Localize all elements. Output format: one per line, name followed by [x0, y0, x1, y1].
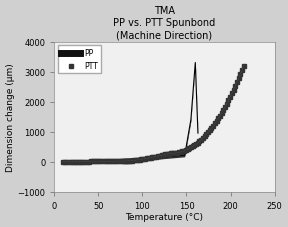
Title: TMA
PP vs. PTT Spunbond
(Machine Direction): TMA PP vs. PTT Spunbond (Machine Directi… [113, 5, 216, 40]
Y-axis label: Dimension change (μm): Dimension change (μm) [5, 63, 15, 171]
X-axis label: Temperature (°C): Temperature (°C) [126, 212, 203, 222]
Legend: PP, PTT: PP, PTT [58, 46, 101, 74]
